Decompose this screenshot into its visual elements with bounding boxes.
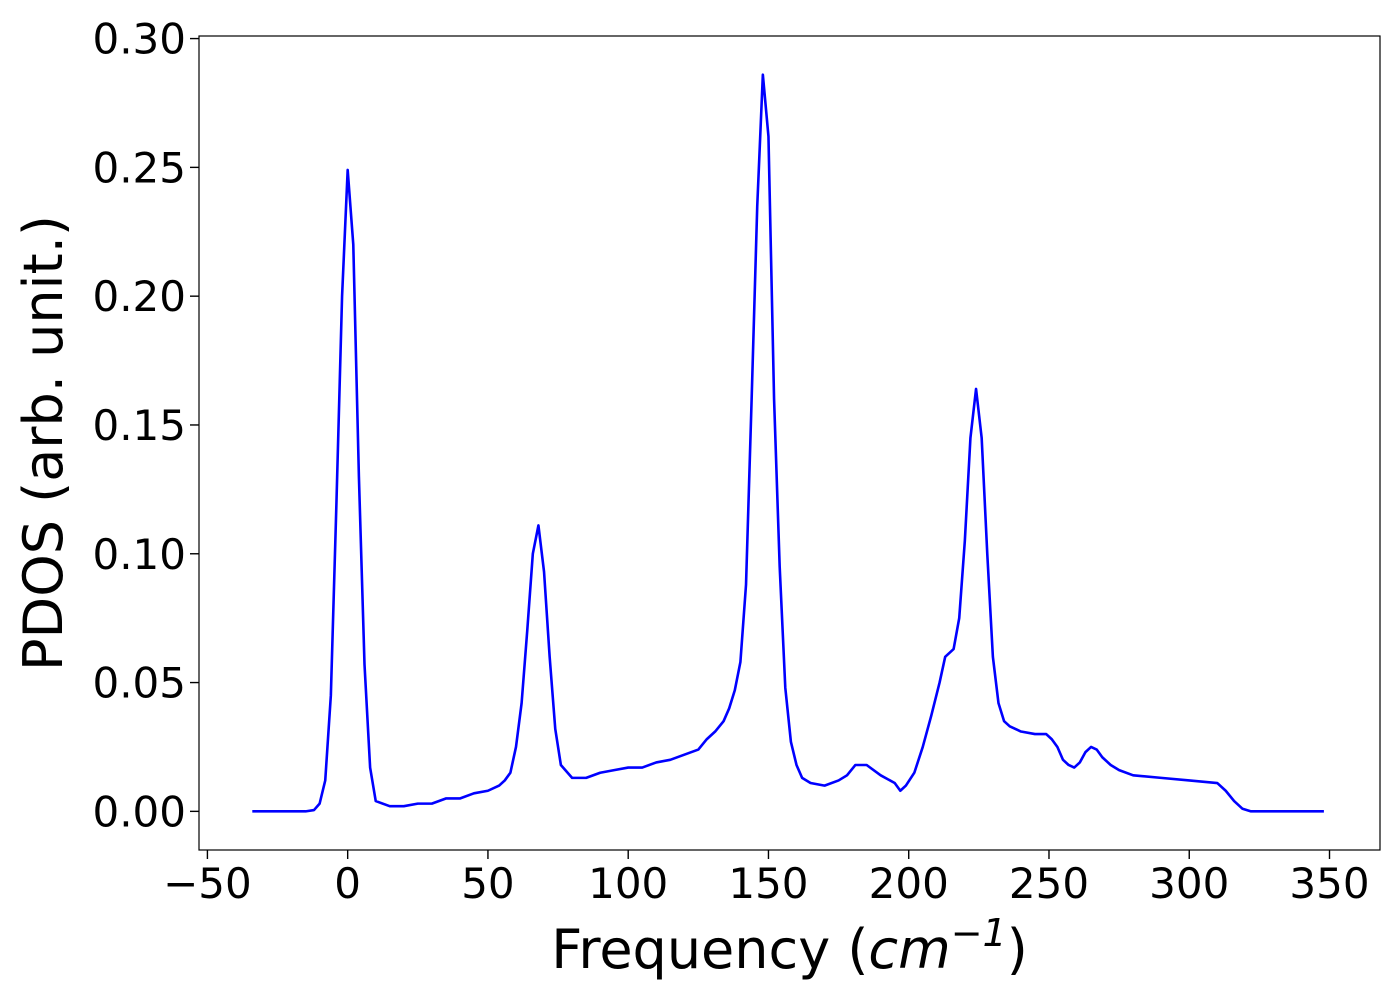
y-tick-label: 0.30	[92, 15, 186, 64]
y-tick-label: 0.00	[92, 787, 186, 836]
y-tick-label: 0.25	[92, 143, 186, 192]
x-tick-label: 200	[869, 859, 949, 908]
axes-frame	[198, 35, 1381, 851]
x-tick-label: 50	[461, 859, 514, 908]
x-tick-label: 100	[588, 859, 668, 908]
x-tick-label: 350	[1289, 859, 1369, 908]
y-axis: 0.00 0.05 0.10 0.15 0.20 0.25 0.30	[92, 15, 199, 836]
series-layer	[252, 73, 1324, 813]
x-axis: −50 0 50 100 150 200 250 300 350	[163, 850, 1370, 908]
x-tick-label: 150	[728, 859, 808, 908]
x-axis-label: Frequency (cm−1)	[551, 911, 1028, 981]
y-axis-label: PDOS (arb. unit.)	[12, 215, 75, 671]
x-tick-label: 300	[1149, 859, 1229, 908]
y-tick-label: 0.20	[92, 272, 186, 321]
y-tick-label: 0.15	[92, 401, 186, 450]
series-line-0	[252, 73, 1324, 813]
y-tick-label: 0.05	[92, 659, 186, 708]
y-tick-label: 0.10	[92, 530, 186, 579]
x-tick-label: 0	[334, 859, 361, 908]
x-tick-label: −50	[163, 859, 252, 908]
x-tick-label: 250	[1009, 859, 1089, 908]
